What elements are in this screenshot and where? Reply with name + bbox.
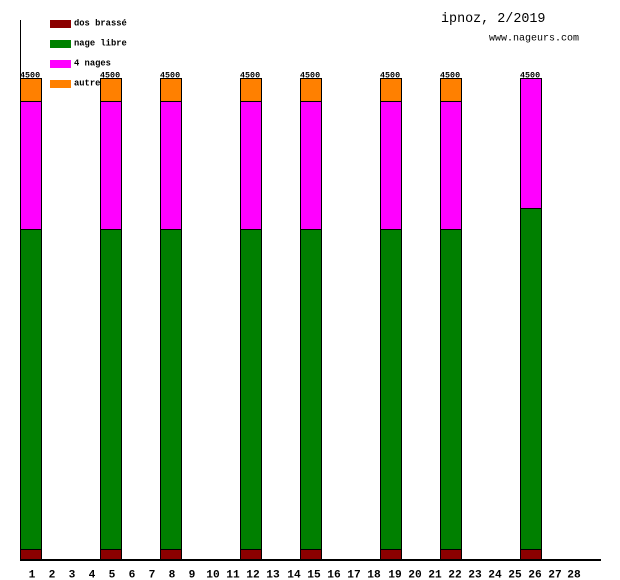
svg-text:17: 17 (347, 569, 360, 580)
svg-text:23: 23 (468, 569, 482, 580)
svg-text:4500: 4500 (380, 71, 400, 81)
svg-text:15: 15 (307, 569, 321, 580)
svg-text:21: 21 (428, 569, 442, 580)
svg-text:4: 4 (89, 569, 96, 580)
svg-text:13: 13 (266, 569, 280, 580)
svg-text:25: 25 (508, 569, 522, 580)
svg-text:4500: 4500 (160, 71, 180, 81)
svg-text:dos brassé: dos brassé (74, 19, 127, 29)
svg-text:24: 24 (488, 569, 502, 580)
svg-text:22: 22 (448, 569, 462, 580)
svg-text:14: 14 (287, 569, 301, 580)
svg-text:5: 5 (109, 569, 116, 580)
svg-text:2: 2 (49, 569, 56, 580)
svg-text:1: 1 (29, 569, 36, 580)
svg-text:20: 20 (408, 569, 422, 580)
svg-text:4500: 4500 (100, 71, 120, 81)
svg-text:ipnoz, 2/2019: ipnoz, 2/2019 (441, 12, 545, 27)
svg-text:6: 6 (129, 569, 136, 580)
svg-text:nage libre: nage libre (74, 39, 127, 49)
svg-text:16: 16 (327, 569, 341, 580)
svg-text:26: 26 (528, 569, 542, 580)
svg-text:4 nages: 4 nages (74, 59, 111, 69)
svg-text:10: 10 (206, 569, 220, 580)
svg-text:4500: 4500 (240, 71, 260, 81)
svg-text:12: 12 (246, 569, 260, 580)
svg-text:7: 7 (149, 569, 156, 580)
svg-text:4500: 4500 (520, 71, 540, 81)
svg-text:18: 18 (367, 569, 381, 580)
svg-text:27: 27 (548, 569, 561, 580)
svg-text:8: 8 (169, 569, 176, 580)
svg-text:19: 19 (388, 569, 402, 580)
svg-text:www.nageurs.com: www.nageurs.com (489, 34, 579, 45)
svg-text:9: 9 (189, 569, 196, 580)
svg-text:4500: 4500 (300, 71, 320, 81)
svg-text:3: 3 (69, 569, 76, 580)
svg-text:28: 28 (567, 569, 581, 580)
svg-text:11: 11 (226, 569, 240, 580)
svg-text:4500: 4500 (440, 71, 460, 81)
svg-text:autre: autre (74, 79, 100, 89)
svg-text:4500: 4500 (20, 71, 40, 81)
